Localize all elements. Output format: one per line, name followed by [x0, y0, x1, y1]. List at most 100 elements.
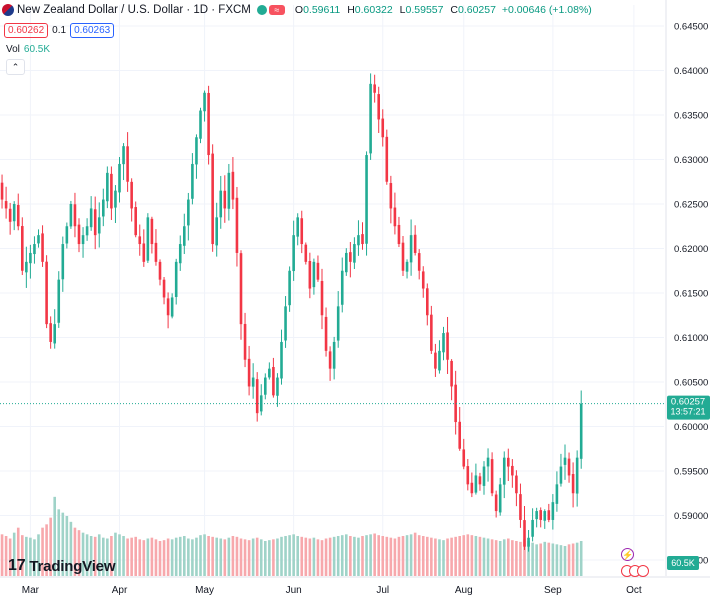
candle-body [567, 458, 571, 476]
bar-countdown: 13:57:21 [670, 407, 705, 417]
tradingview-logo-mark-icon: 17 [8, 557, 26, 574]
price-tick-label: 0.64500 [674, 22, 708, 33]
volume-bar [16, 527, 20, 576]
candle-body [288, 270, 291, 306]
candle-body [33, 244, 36, 255]
candle-body [446, 332, 449, 360]
candle-body [486, 457, 490, 467]
candle-body [227, 172, 231, 209]
candle-body [211, 153, 214, 245]
volume-bar [426, 536, 429, 576]
candle-body [434, 352, 437, 369]
candle-body [183, 226, 186, 246]
volume-bar [563, 546, 567, 576]
volume-bar [450, 537, 453, 576]
candle-body [405, 261, 409, 272]
time-tick-label: May [195, 585, 214, 596]
candle-body [166, 298, 170, 316]
volume-bar [227, 537, 231, 576]
price-axis[interactable]: 0.64500 0.64000 0.63500 0.63000 0.62500 0.620… [674, 22, 708, 567]
volume-bar [507, 538, 510, 576]
candle-body [69, 204, 73, 227]
volume-bar [571, 543, 575, 576]
volume-bar [21, 535, 24, 576]
candle-body [89, 208, 93, 228]
spread-value: 0.1 [52, 25, 67, 36]
price-tick-label: 0.63000 [674, 155, 708, 166]
market-open-icon[interactable] [256, 5, 267, 15]
chart-header: New Zealand Dollar / U.S. Dollar · 1D · … [0, 0, 592, 20]
candle-body [454, 384, 457, 423]
volume-bar [466, 534, 470, 576]
collapse-legend-button[interactable]: ⌃ [6, 59, 25, 75]
volume-bar [81, 532, 85, 576]
candle-body [154, 242, 158, 262]
volume-bar [454, 536, 457, 576]
volume-bars [0, 496, 583, 576]
volume-bar [490, 539, 494, 576]
volume-bar [85, 534, 89, 576]
buy-button[interactable]: 0.60263 [70, 23, 115, 38]
candle-body [8, 208, 12, 222]
candle-body [280, 341, 283, 379]
candle-body [138, 236, 142, 245]
volume-bar [264, 541, 267, 576]
candlestick-series [0, 73, 583, 552]
candle-body [239, 253, 243, 325]
market-status[interactable]: ≈ [256, 5, 285, 15]
candle-body [191, 163, 194, 199]
volume-bar [77, 530, 81, 576]
candle-body [126, 146, 129, 182]
candle-body [373, 84, 376, 93]
economic-events-flag-icon[interactable] [621, 565, 649, 578]
volume-bar [316, 539, 320, 576]
candle-body [336, 306, 340, 341]
candle-body [393, 207, 397, 227]
candle-body [77, 224, 81, 245]
high-value: 0.60322 [354, 4, 393, 16]
volume-bar [195, 537, 198, 576]
tradingview-logo[interactable]: 17 TradingView [8, 557, 115, 575]
volume-bar [268, 540, 271, 576]
volume-bar [207, 536, 210, 576]
data-delay-icon[interactable]: ≈ [268, 5, 285, 15]
volume-bar [389, 537, 393, 576]
time-tick-label: Jul [376, 585, 389, 596]
candle-body [255, 379, 259, 414]
candle-body [397, 224, 401, 245]
close-label: C [450, 4, 458, 16]
volume-bar [486, 538, 490, 576]
volume-bar [551, 543, 555, 576]
volume-bar [438, 539, 441, 576]
time-tick-label: Jun [286, 585, 302, 596]
volume-bar [373, 533, 376, 576]
candle-body [57, 279, 61, 323]
lightning-event-icon[interactable]: ⚡ [621, 548, 634, 561]
candle-body [170, 297, 174, 317]
sell-button[interactable]: 0.60262 [4, 23, 49, 38]
volume-bar [345, 534, 348, 576]
volume-bar [417, 535, 421, 576]
volume-bar [191, 539, 194, 576]
time-axis[interactable]: Mar Apr May Jun Jul Aug Sep Oct [22, 585, 642, 596]
price-tick-label: 0.59000 [674, 511, 708, 522]
candle-body [559, 466, 563, 484]
symbol-title[interactable]: New Zealand Dollar / U.S. Dollar · 1D · … [17, 4, 251, 16]
volume-bar [401, 536, 405, 576]
volume-bar [41, 527, 44, 576]
candle-body [81, 235, 85, 245]
volume-bar [300, 536, 304, 576]
candle-body [203, 92, 206, 112]
candle-body [571, 474, 575, 494]
candle-body [531, 519, 534, 537]
volume-bar [243, 539, 247, 576]
candle-body [118, 163, 121, 193]
volume-bar [312, 537, 316, 576]
candle-body [539, 510, 542, 520]
volume-bar [215, 537, 218, 576]
volume-legend[interactable]: Vol 60.5K [6, 44, 50, 55]
price-tick-label: 0.63500 [674, 111, 708, 122]
volume-bar [296, 536, 299, 576]
candle-body [61, 244, 65, 280]
